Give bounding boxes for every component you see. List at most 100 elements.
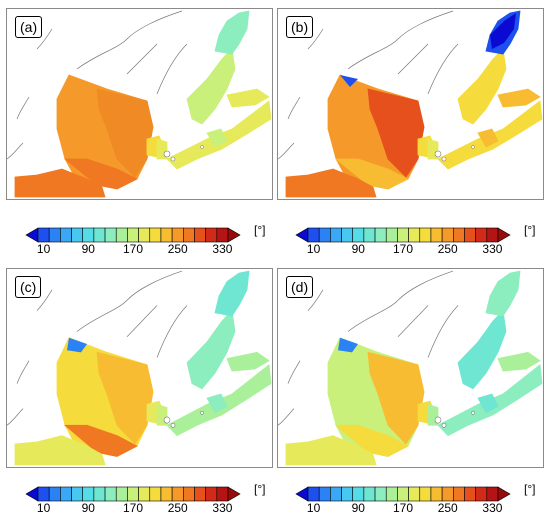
colorbar-max-triangle	[227, 227, 241, 243]
sea-region-north-sea-inner	[96, 351, 154, 445]
colorbar-tick-label: 90	[351, 242, 365, 256]
sea-region-gulf-of-riga	[206, 128, 228, 148]
colorbar-swatch	[374, 227, 387, 243]
coastline	[156, 43, 188, 95]
colorbar-swatch	[171, 486, 184, 502]
colorbar-swatch	[307, 486, 320, 502]
map-panel-a: (a)	[6, 8, 273, 200]
colorbar-tick-label: 170	[122, 501, 144, 515]
colorbar-tick-label: 250	[167, 501, 188, 515]
colorbar-swatch	[475, 227, 488, 243]
colorbar-swatch	[441, 486, 454, 502]
sea-region-north-sea-inner	[367, 88, 425, 178]
colorbar-swatch	[82, 486, 95, 502]
colorbar-swatch	[374, 486, 387, 502]
colorbar-swatch	[452, 227, 465, 243]
island	[170, 156, 176, 162]
coastline	[7, 408, 24, 426]
colorbar-min-triangle	[25, 486, 39, 502]
island	[200, 145, 204, 149]
colorbar-swatch	[48, 227, 61, 243]
colorbar-swatch	[138, 227, 151, 243]
sea-region-bothnian-sea	[186, 309, 236, 390]
sea-region-english-channel	[285, 168, 377, 198]
coastline	[126, 43, 158, 75]
colorbar-swatch	[194, 486, 206, 502]
colorbar-swatch	[352, 486, 365, 502]
colorbar-swatch	[452, 486, 465, 502]
colorbar-min-triangle	[295, 486, 309, 502]
colorbar-swatch	[160, 227, 173, 243]
colorbar-swatch	[93, 227, 106, 243]
coastline	[278, 142, 295, 160]
coastline	[427, 43, 459, 95]
coastline	[287, 360, 301, 384]
island	[471, 410, 475, 415]
colorbar-swatch	[318, 486, 331, 502]
colorbar-swatch	[127, 486, 139, 502]
colorbar-swatch	[330, 486, 342, 502]
coastline	[287, 96, 301, 120]
amphidromic-patch	[67, 337, 87, 353]
colorbar-swatch	[48, 486, 61, 502]
panel-label-c: (c)	[15, 276, 42, 298]
island	[434, 150, 442, 158]
colorbar-swatch	[352, 227, 365, 243]
coastline	[16, 360, 30, 384]
map-panel-b: (b)	[277, 8, 544, 200]
colorbar-swatch	[71, 227, 84, 243]
colorbar-swatch	[408, 486, 421, 502]
colorbar-tick-label: 250	[167, 242, 188, 256]
island	[200, 410, 204, 415]
sea-region-bothnian-sea	[457, 309, 507, 390]
colorbar-swatch	[127, 227, 139, 243]
colorbar-swatch	[149, 486, 162, 502]
island	[471, 145, 475, 149]
colorbar-max-triangle	[497, 486, 511, 502]
colorbar-tick-label: 90	[81, 242, 95, 256]
colorbar-tick-label: 330	[482, 501, 503, 515]
colorbar-swatch	[216, 486, 229, 502]
colorbar-swatch	[363, 486, 376, 502]
sea-region-north-sea-inner	[96, 88, 154, 178]
sea-region-gulf-of-finland	[226, 88, 270, 108]
colorbar-swatch	[104, 486, 117, 502]
colorbar-swatch	[115, 486, 128, 502]
colorbar-swatch	[363, 227, 376, 243]
colorbar-max-triangle	[227, 486, 241, 502]
colorbar-swatch	[104, 227, 117, 243]
colorbar-swatch	[330, 227, 342, 243]
colorbar-swatch	[397, 486, 409, 502]
sea-region-gulf-of-riga	[477, 393, 499, 414]
colorbar-tick-label: 10	[306, 501, 321, 515]
colorbar-unit-label: [°]	[254, 223, 266, 237]
coastline	[427, 305, 459, 358]
colorbar-top-left: 10 90 170 250 330 [°]	[25, 223, 266, 257]
colorbar-swatch	[82, 227, 95, 243]
coastline	[36, 28, 53, 50]
colorbar-swatch	[160, 486, 173, 502]
colorbar-swatch	[216, 227, 229, 243]
sea-region-bothnian-bay	[485, 270, 521, 317]
colorbar-graphic	[295, 227, 511, 243]
coastline	[16, 96, 30, 120]
colorbar-min-triangle	[295, 227, 309, 243]
colorbar-swatch	[486, 227, 499, 243]
island	[163, 416, 171, 424]
colorbar-swatch	[475, 486, 488, 502]
coastline	[76, 270, 183, 332]
colorbar-unit-label: [°]	[524, 223, 536, 237]
colorbar-tick-label: 170	[392, 501, 414, 515]
sea-region-gulf-of-riga	[206, 393, 228, 414]
colorbar-swatch	[60, 486, 72, 502]
colorbar-tick-label: 90	[81, 501, 95, 515]
colorbar-swatch	[385, 227, 398, 243]
colorbar-swatch	[205, 486, 218, 502]
colorbar-swatch	[138, 486, 151, 502]
sea-region-gulf-of-finland	[497, 88, 541, 108]
colorbar-swatch	[307, 227, 320, 243]
colorbar-tick-label: 170	[122, 242, 144, 256]
colorbar-swatch	[341, 486, 354, 502]
sea-region-gulf-of-riga	[477, 128, 499, 148]
coastline	[76, 10, 183, 70]
